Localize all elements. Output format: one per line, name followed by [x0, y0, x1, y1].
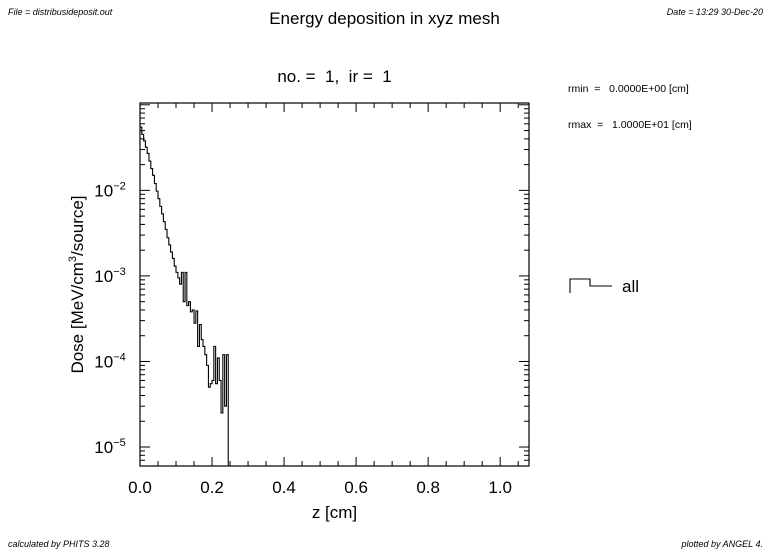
- legend-label-all: all: [622, 277, 639, 296]
- legend-swatch-all: [569, 278, 612, 293]
- chart-title: Energy deposition in xyz mesh: [269, 9, 500, 28]
- series-all-line: [140, 126, 231, 467]
- y-tick-label: 10−5: [94, 437, 125, 457]
- date-label: Date = 13:29 30-Dec-20: [666, 7, 763, 17]
- x-tick-label: 0.0: [128, 478, 152, 497]
- footer-calculated-by: calculated by PHITS 3.28: [8, 539, 110, 549]
- axis-ticks: [139, 103, 529, 467]
- x-tick-label: 1.0: [488, 478, 512, 497]
- x-tick-label: 0.6: [344, 478, 368, 497]
- plot-frame: [139, 102, 530, 467]
- file-label: File = distribusideposit.out: [8, 7, 113, 17]
- r-range-info: rmin = 0.0000E+00 [cm] rmax = 1.0000E+01…: [568, 59, 692, 143]
- y-axis-label: Dose [MeV/cm3/source]: [67, 195, 87, 373]
- x-tick-label: 0.8: [416, 478, 440, 497]
- y-tick-label: 10−4: [94, 351, 125, 371]
- legend: all: [569, 277, 639, 296]
- chart-subtitle: no. = 1, ir = 1: [277, 67, 392, 86]
- rmin-label: rmin = 0.0000E+00 [cm]: [568, 83, 689, 95]
- axis-tick-labels: 0.0 0.2 0.4 0.6 0.8 1.0 10−2 10−3 10−4 10−5: [94, 180, 512, 497]
- footer-plotted-by: plotted by ANGEL 4.: [681, 539, 763, 549]
- rmax-label: rmax = 1.0000E+01 [cm]: [568, 119, 692, 131]
- series-layer: [140, 126, 231, 467]
- x-tick-label: 0.2: [200, 478, 224, 497]
- x-tick-label: 0.4: [272, 478, 296, 497]
- x-axis-label: z [cm]: [312, 503, 357, 522]
- y-tick-label: 10−3: [94, 266, 125, 286]
- y-tick-label: 10−2: [94, 180, 125, 200]
